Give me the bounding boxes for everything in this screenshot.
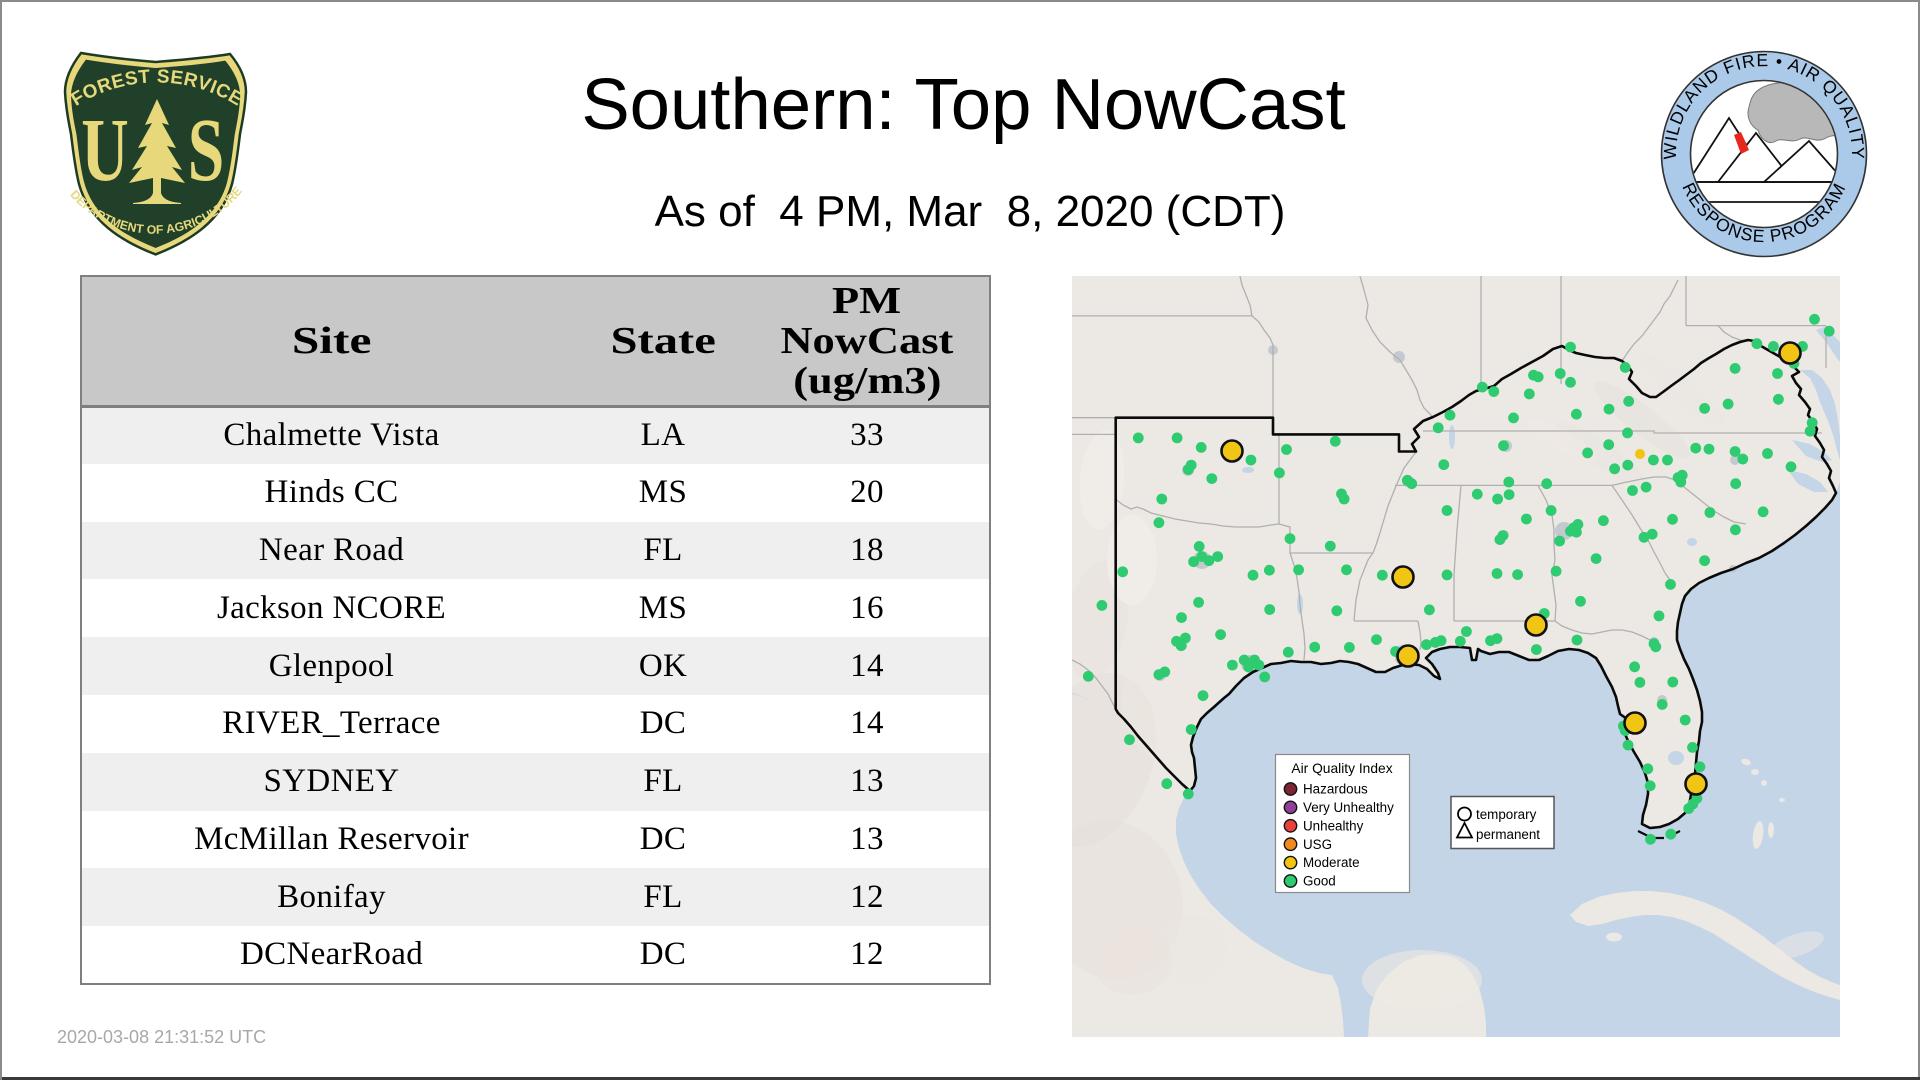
svg-text:Hazardous: Hazardous <box>1303 782 1368 797</box>
svg-text:U: U <box>81 101 128 200</box>
svg-text:Air Quality Index: Air Quality Index <box>1291 761 1392 776</box>
svg-text:Good: Good <box>1303 874 1336 889</box>
svg-text:temporary: temporary <box>1476 807 1537 822</box>
svg-text:S: S <box>188 101 225 200</box>
svg-text:USG: USG <box>1303 837 1332 852</box>
svg-text:Very Unhealthy: Very Unhealthy <box>1303 800 1394 815</box>
svg-text:permanent: permanent <box>1476 827 1540 842</box>
svg-text:Unhealthy: Unhealthy <box>1303 818 1364 833</box>
svg-text:Moderate: Moderate <box>1303 855 1360 870</box>
